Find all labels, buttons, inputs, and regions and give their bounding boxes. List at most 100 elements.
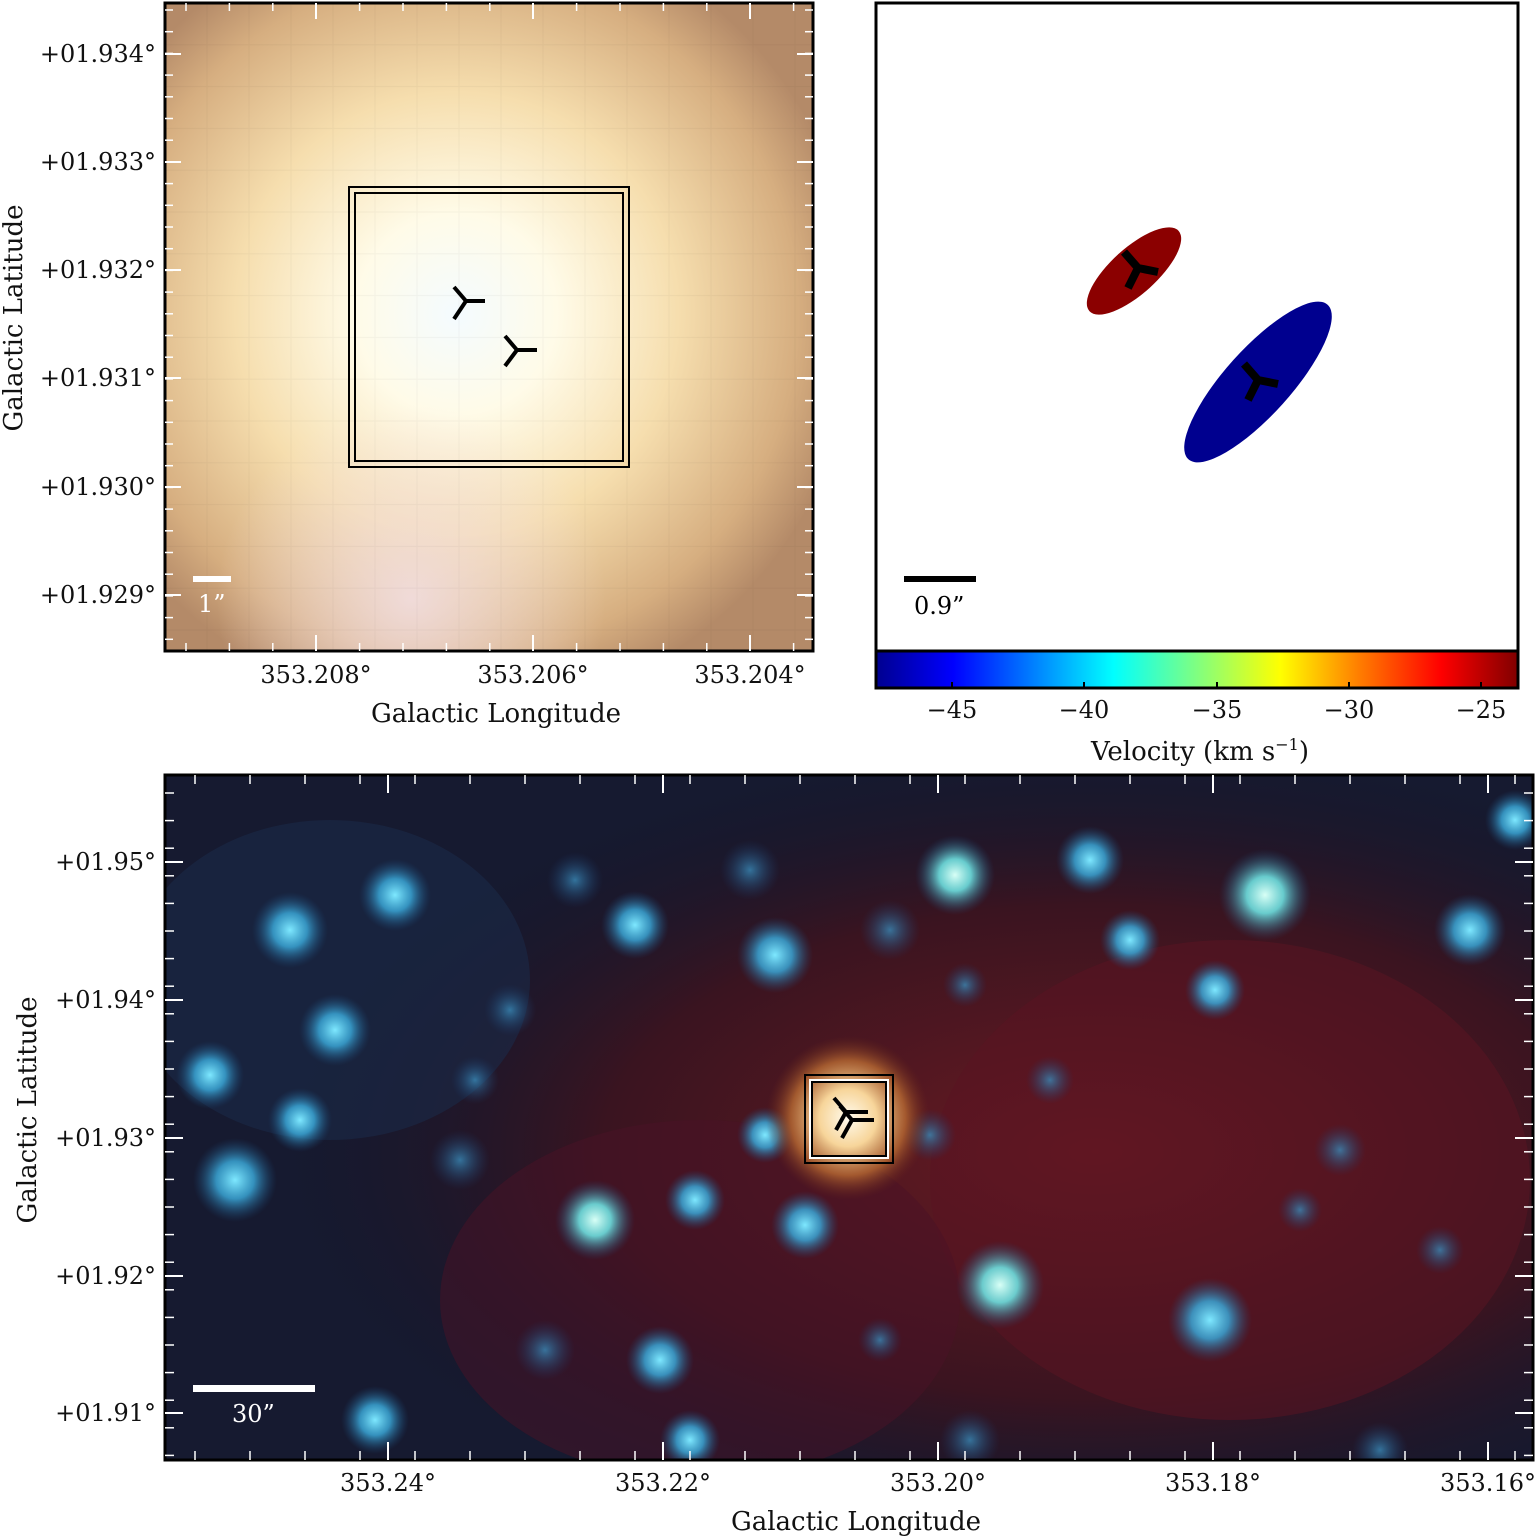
bottom-panel: 30” +01.95° +01.94° +01.93° +01.92° +01.… xyxy=(13,773,1536,1537)
field-star xyxy=(1100,910,1160,970)
field-star xyxy=(737,917,813,993)
x-axis-label: Galactic Longitude xyxy=(731,1507,981,1537)
tri-marker-icon xyxy=(1120,249,1159,290)
xtick-label: 353.24° xyxy=(340,1469,436,1497)
bottom-ytick-labels: +01.95° +01.94° +01.93° +01.92° +01.91° xyxy=(55,848,156,1427)
field-star xyxy=(1352,1422,1408,1460)
field-star xyxy=(601,891,669,959)
field-star xyxy=(252,892,328,968)
field-star xyxy=(1485,790,1533,850)
ytick-label: +01.932° xyxy=(40,256,156,284)
ytick-label: +01.91° xyxy=(55,1399,156,1427)
region-box-white xyxy=(809,1079,889,1159)
field-star xyxy=(665,1170,725,1230)
field-star xyxy=(1219,849,1311,941)
field-star xyxy=(515,1320,575,1380)
field-star xyxy=(1434,894,1506,966)
scale-bar xyxy=(193,1385,315,1392)
velocity-map-frame xyxy=(874,1,1520,653)
colorbar-tick-label: −45 xyxy=(927,696,978,724)
velocity-colorbar xyxy=(874,649,1520,690)
field-star xyxy=(940,1410,1000,1460)
ytick-label: +01.930° xyxy=(40,473,156,501)
field-star xyxy=(1416,1226,1464,1274)
colorbar-ticks xyxy=(951,682,1482,688)
tri-left-marker-icon xyxy=(832,1096,874,1139)
region-box-outer xyxy=(348,186,630,468)
scale-bar-label: 1” xyxy=(198,590,226,618)
field-star xyxy=(1168,1278,1252,1362)
field-star xyxy=(1185,960,1245,1020)
top-left-frame xyxy=(163,1,815,653)
xtick-label: 353.204° xyxy=(694,661,805,689)
tri-marker-icon xyxy=(1240,361,1279,402)
colorbar-tick-label: −35 xyxy=(1192,696,1243,724)
field-star xyxy=(193,1138,277,1222)
field-star xyxy=(720,840,780,900)
field-star xyxy=(484,984,536,1036)
bottom-xtick-labels: 353.24° 353.22° 353.20° 353.18° 353.16° xyxy=(340,1469,1536,1497)
xtick-label: 353.18° xyxy=(1165,1469,1261,1497)
xtick-label: 353.206° xyxy=(477,661,588,689)
bottom-frame xyxy=(163,773,1535,1462)
ytick-label: +01.934° xyxy=(40,40,156,68)
colorbar-tick-label: −30 xyxy=(1324,696,1375,724)
scale-bar-label: 30” xyxy=(232,1400,275,1428)
field-star xyxy=(660,1410,720,1460)
y-axis-label: Galactic Latitude xyxy=(0,205,29,432)
field-star xyxy=(1056,826,1124,894)
ytick-label: +01.929° xyxy=(40,581,156,609)
scale-bar xyxy=(904,576,976,582)
field-star xyxy=(1314,1124,1366,1176)
scale-bar-label: 0.9” xyxy=(914,592,964,620)
field-star xyxy=(771,1191,839,1259)
ytick-label: +01.933° xyxy=(40,148,156,176)
ytick-label: +01.94° xyxy=(55,986,156,1014)
tri-left-marker-icon xyxy=(452,285,485,321)
field-star xyxy=(359,859,431,931)
field-star xyxy=(915,835,995,915)
x-axis-label: Galactic Longitude xyxy=(371,699,621,729)
top-left-xtick-labels: 353.208° 353.206° 353.204° xyxy=(260,661,805,689)
field-star xyxy=(626,1326,694,1394)
field-star xyxy=(176,1041,244,1109)
xtick-label: 353.20° xyxy=(890,1469,986,1497)
field-star xyxy=(547,852,603,908)
colorbar-tick-label: −40 xyxy=(1059,696,1110,724)
ytick-label: +01.95° xyxy=(55,848,156,876)
region-box-inner xyxy=(354,192,624,462)
wide-field-image xyxy=(165,775,1533,1460)
top-left-ticks xyxy=(165,3,813,651)
scale-bar xyxy=(193,576,231,582)
field-star xyxy=(1026,1056,1074,1104)
bottom-ticks xyxy=(165,775,1533,1460)
field-star xyxy=(858,1318,902,1362)
field-star xyxy=(268,1088,332,1152)
field-star xyxy=(956,1241,1044,1329)
top-left-panel: 1” +01.934° +01.933° +01.932° +01.931° +… xyxy=(0,1,815,729)
xtick-label: 353.22° xyxy=(615,1469,711,1497)
field-star xyxy=(943,963,987,1007)
ytick-label: +01.92° xyxy=(55,1262,156,1290)
field-star xyxy=(860,900,920,960)
region-box-inner xyxy=(811,1081,887,1157)
colorbar-label: Velocity (km s−1) xyxy=(1090,735,1309,767)
field-star xyxy=(451,1056,499,1104)
zoom-image xyxy=(165,3,813,651)
xtick-label: 353.16° xyxy=(1440,1469,1536,1497)
xtick-label: 353.208° xyxy=(260,661,371,689)
y-axis-label: Galactic Latitude xyxy=(13,997,43,1224)
top-left-ytick-labels: +01.934° +01.933° +01.932° +01.931° +01.… xyxy=(40,40,156,609)
colorbar-tick-label: −25 xyxy=(1456,696,1507,724)
field-star xyxy=(299,994,371,1066)
top-right-panel: 0.9” −45 −40 −35 −30 −25 Velocity (km s−… xyxy=(874,1,1520,767)
region-box-outer xyxy=(804,1074,894,1164)
colorbar-tick-labels: −45 −40 −35 −30 −25 xyxy=(927,696,1507,724)
field-star xyxy=(341,1386,409,1454)
ytick-label: +01.931° xyxy=(40,364,156,392)
field-star xyxy=(430,1130,490,1190)
field-star xyxy=(1278,1188,1322,1232)
ytick-label: +01.93° xyxy=(55,1124,156,1152)
tri-left-marker-icon xyxy=(503,334,537,368)
